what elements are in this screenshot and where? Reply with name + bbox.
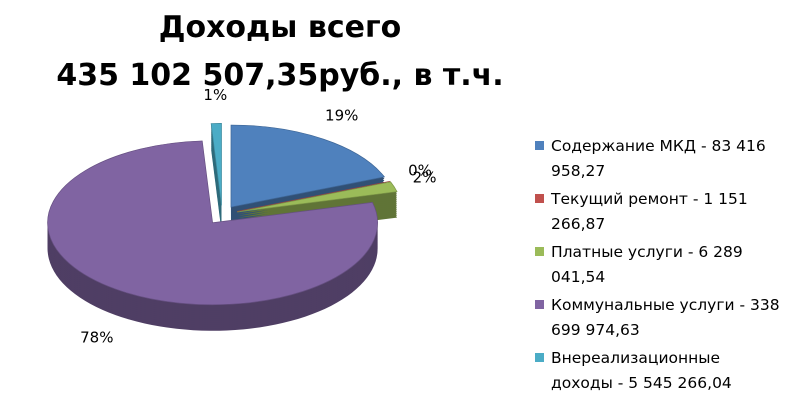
pie-area: 19% 0%2% 78% 1% [47,86,437,346]
slice [230,124,386,208]
legend-swatch [535,247,544,256]
chart-title: Доходы всего [158,10,402,45]
legend-swatch [535,300,544,309]
legend-label: Внереализационные доходы - 5 545 266,04 [551,349,732,392]
data-label: 0% [408,161,432,179]
slice [210,123,222,206]
chart-subtitle: 435 102 507,35руб., в т.ч. [56,58,504,93]
data-label: 2% [413,169,437,187]
data-label: 78% [80,328,113,346]
legend-swatch [535,353,544,362]
legend-swatch [535,141,544,150]
legend-entry: Содержание МКД - 83 416 958,27 [535,134,780,184]
legend-swatch [535,194,544,203]
slice [237,181,398,213]
legend-label: Текущий ремонт - 1 151 266,87 [551,190,748,233]
legend-label: Платные услуги - 6 289 041,54 [551,243,743,286]
legend-entry: Коммунальные услуги - 338 699 974,63 [535,293,780,343]
legend-label: Содержание МКД - 83 416 958,27 [551,137,766,180]
legend-entry: Текущий ремонт - 1 151 266,87 [535,187,780,237]
legend-entry: Внереализационные доходы - 5 545 266,04 [535,346,780,396]
data-label: 1% [203,86,227,104]
legend: Содержание МКД - 83 416 958,27 Текущий ре… [535,134,780,399]
legend-label: Коммунальные услуги - 338 699 974,63 [551,296,780,339]
slice [47,140,378,306]
data-label: 19% [325,107,358,125]
legend-entry: Платные услуги - 6 289 041,54 [535,240,780,290]
